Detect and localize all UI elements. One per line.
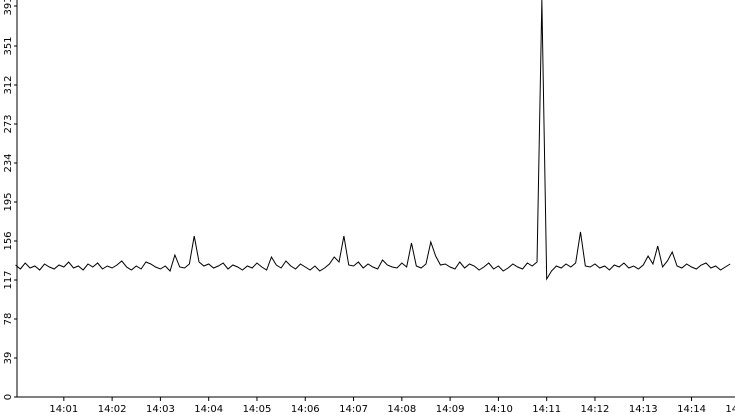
x-tick-label: 14:13 — [629, 404, 658, 415]
line-series — [15, 0, 731, 281]
y-tick-label: 0 — [3, 394, 14, 400]
y-tick-label: 234 — [3, 153, 14, 172]
x-tick-label: 14:06 — [291, 404, 320, 415]
x-tick-label: 14:11 — [532, 404, 561, 415]
x-tick-label: 14:01 — [49, 404, 78, 415]
x-tick-label: 14:02 — [98, 404, 127, 415]
x-tick-label: 14:05 — [243, 404, 272, 415]
x-tick-label: 14:04 — [194, 404, 223, 415]
y-tick-label: 391 — [3, 0, 14, 16]
x-tick-label: 14:03 — [146, 404, 175, 415]
x-tick-label: 14:12 — [581, 404, 610, 415]
y-tick-label: 312 — [3, 75, 14, 94]
y-tick-label: 117 — [3, 270, 14, 289]
y-tick-label: 195 — [3, 192, 14, 211]
x-tick-label: 14:10 — [484, 404, 513, 415]
y-tick-label: 273 — [3, 114, 14, 133]
y-tick-label: 156 — [3, 231, 14, 250]
x-tick-label: 14:15 — [725, 404, 735, 415]
y-tick-label: 351 — [3, 36, 14, 55]
y-tick-label: 39 — [3, 352, 14, 365]
x-tick-label: 14:08 — [387, 404, 416, 415]
y-tick-label: 78 — [3, 313, 14, 326]
x-tick-label: 14:07 — [339, 404, 368, 415]
x-tick-label: 14:09 — [436, 404, 465, 415]
x-tick-label: 14:14 — [677, 404, 706, 415]
